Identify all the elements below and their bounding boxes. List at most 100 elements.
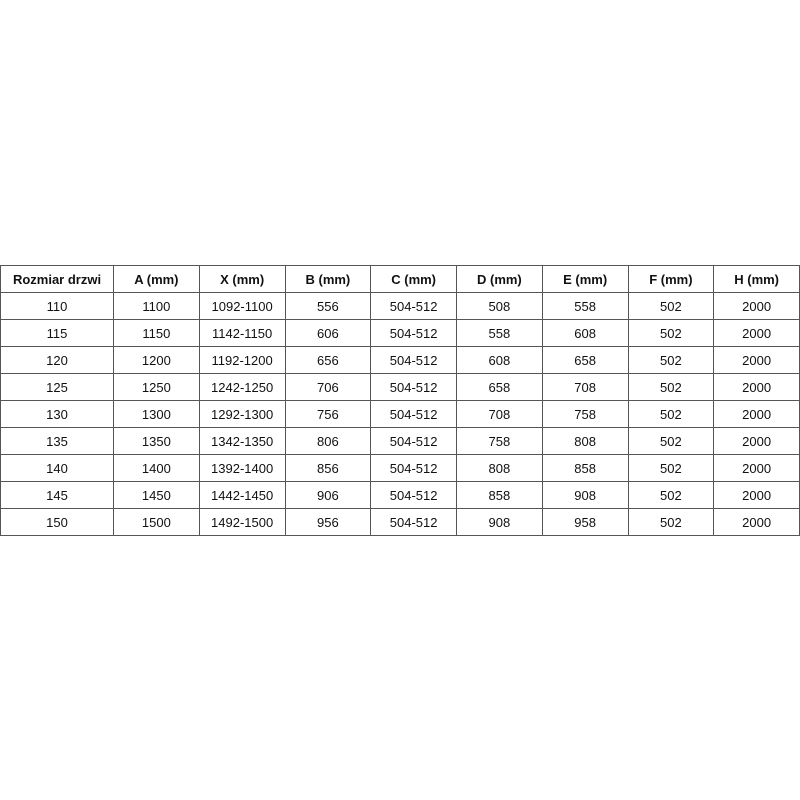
header-row: Rozmiar drzwi A (mm) X (mm) B (mm) C (mm) D (… [0,265,800,293]
table-cell: 2000 [713,319,800,347]
table-cell: 2000 [713,292,800,320]
table-cell: 504-512 [370,481,457,509]
table-cell: 806 [284,427,372,455]
table-cell: 1392-1400 [198,454,286,482]
table-cell: 2000 [713,481,800,509]
table-cell: 1150 [113,319,200,347]
table-cell: 756 [284,400,372,428]
table-cell: 504-512 [370,373,457,401]
table-cell: 150 [0,508,114,536]
table-cell: 656 [284,346,372,374]
table-cell: 1442-1450 [198,481,286,509]
table-cell: 1200 [113,346,200,374]
table-cell: 708 [456,400,543,428]
column-header: X (mm) [198,265,286,293]
table-row: 120 1200 1192-1200 656 504-512 608 658 502 2000 [0,346,800,374]
table-cell: 115 [0,319,114,347]
table-cell: 1192-1200 [198,346,286,374]
table-cell: 658 [541,346,629,374]
table-cell: 145 [0,481,114,509]
table-cell: 1100 [113,292,200,320]
table-cell: 608 [456,346,543,374]
table-row: 130 1300 1292-1300 756 504-512 708 758 502 2000 [0,400,800,428]
table-cell: 908 [456,508,543,536]
table-cell: 758 [456,427,543,455]
table-cell: 504-512 [370,400,457,428]
table-cell: 502 [627,292,715,320]
table-cell: 858 [456,481,543,509]
table-cell: 1142-1150 [198,319,286,347]
table-cell: 1300 [113,400,200,428]
table-cell: 504-512 [370,292,457,320]
table-cell: 502 [627,508,715,536]
table-cell: 2000 [713,400,800,428]
door-dimensions-table: Rozmiar drzwi A (mm) X (mm) B (mm) C (mm) D (… [0,265,800,536]
table-cell: 706 [284,373,372,401]
table-cell: 808 [541,427,629,455]
column-header: H (mm) [713,265,800,293]
table-row: 140 1400 1392-1400 856 504-512 808 858 502 2000 [0,454,800,482]
table-cell: 135 [0,427,114,455]
table-cell: 504-512 [370,454,457,482]
table-cell: 504-512 [370,319,457,347]
table-cell: 556 [284,292,372,320]
table-cell: 856 [284,454,372,482]
table-cell: 908 [541,481,629,509]
table-cell: 504-512 [370,427,457,455]
table-cell: 502 [627,319,715,347]
table-row: 135 1350 1342-1350 806 504-512 758 808 502 2000 [0,427,800,455]
table-row: 145 1450 1442-1450 906 504-512 858 908 502 2000 [0,481,800,509]
table-row: 150 1500 1492-1500 956 504-512 908 958 502 2000 [0,508,800,536]
table-cell: 2000 [713,373,800,401]
table-cell: 504-512 [370,508,457,536]
table-cell: 608 [541,319,629,347]
table-cell: 658 [456,373,543,401]
table-cell: 758 [541,400,629,428]
table-cell: 1450 [113,481,200,509]
table-cell: 1350 [113,427,200,455]
table-cell: 502 [627,427,715,455]
table-cell: 1500 [113,508,200,536]
column-header: D (mm) [456,265,543,293]
table-cell: 708 [541,373,629,401]
table-cell: 2000 [713,427,800,455]
table-cell: 1242-1250 [198,373,286,401]
table-cell: 558 [541,292,629,320]
table-cell: 808 [456,454,543,482]
table-cell: 2000 [713,508,800,536]
table-body: 110 1100 1092-1100 556 504-512 508 558 502 2000 1… [0,292,800,536]
table-cell: 502 [627,400,715,428]
table-cell: 502 [627,481,715,509]
table-row: 115 1150 1142-1150 606 504-512 558 608 502 2000 [0,319,800,347]
table-cell: 606 [284,319,372,347]
table-cell: 130 [0,400,114,428]
table-cell: 558 [456,319,543,347]
table-row: 125 1250 1242-1250 706 504-512 658 708 502 2000 [0,373,800,401]
table-cell: 508 [456,292,543,320]
column-header: Rozmiar drzwi [0,265,114,293]
table-cell: 958 [541,508,629,536]
table-cell: 1250 [113,373,200,401]
column-header: F (mm) [627,265,715,293]
column-header: C (mm) [370,265,457,293]
table-cell: 125 [0,373,114,401]
table-cell: 502 [627,454,715,482]
table-cell: 110 [0,292,114,320]
column-header: A (mm) [113,265,200,293]
table-cell: 2000 [713,454,800,482]
table-cell: 956 [284,508,372,536]
table-cell: 504-512 [370,346,457,374]
table-cell: 1292-1300 [198,400,286,428]
column-header: E (mm) [541,265,629,293]
table-cell: 502 [627,373,715,401]
table-cell: 1400 [113,454,200,482]
table-cell: 140 [0,454,114,482]
column-header: B (mm) [284,265,372,293]
table-cell: 1492-1500 [198,508,286,536]
table-cell: 858 [541,454,629,482]
table-row: 110 1100 1092-1100 556 504-512 508 558 502 2000 [0,292,800,320]
table-cell: 502 [627,346,715,374]
table-cell: 120 [0,346,114,374]
table-cell: 1092-1100 [198,292,286,320]
table-cell: 2000 [713,346,800,374]
